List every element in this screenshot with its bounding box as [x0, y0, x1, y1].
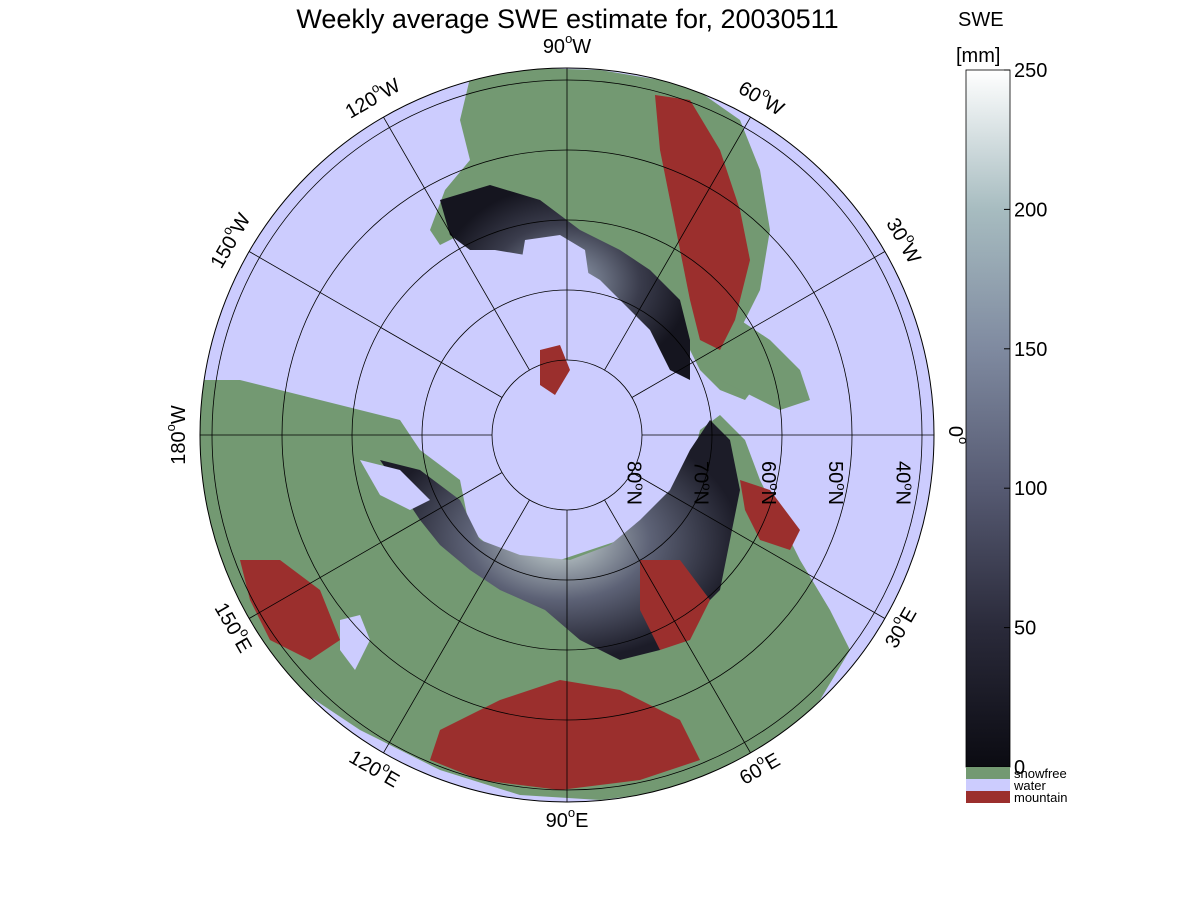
colorbar-ticks: 250 200 150 100 50 0 [1004, 60, 1047, 779]
land-layer [200, 68, 850, 800]
meridian-line [604, 499, 751, 754]
meridian-line [383, 499, 530, 754]
category-swatch [966, 791, 1010, 803]
meridian-line [248, 472, 503, 619]
latitude-label: 50oN [824, 461, 849, 505]
colorbar: SWE [mm] 250 200 150 100 50 0 snowfreewatermo… [956, 9, 1067, 805]
latitude-labels: 80oN 70oN 60oN 50oN 40oN [623, 461, 917, 505]
colorbar-title: SWE [958, 9, 1004, 31]
colorbar-unit: [mm] [956, 45, 1000, 67]
water-baltic [360, 460, 430, 510]
water-hudson-bay [520, 235, 590, 300]
latitude-label: 70oN [690, 461, 715, 505]
mountain-rockies [655, 95, 750, 350]
polar-map [199, 67, 935, 803]
longitude-label: 180oW [163, 405, 190, 465]
colorbar-tick-label: 200 [1014, 199, 1047, 221]
meridian-line [248, 251, 503, 398]
colorbar-tick-label: 150 [1014, 339, 1047, 361]
longitude-label: 0o [944, 426, 971, 444]
category-swatch [966, 767, 1010, 779]
mountain-kamchatka [740, 480, 800, 550]
snow-cover-canada [440, 185, 690, 380]
colorbar-tick-label: 50 [1014, 618, 1036, 640]
latitude-label: 60oN [757, 461, 782, 505]
meridian-line [631, 251, 886, 398]
category-label: water [1013, 778, 1046, 793]
longitude-label: 90oE [546, 805, 589, 832]
mountain-svalbard [540, 345, 570, 395]
latitude-label: 40oN [891, 461, 916, 505]
land-greenland [412, 290, 530, 420]
latitude-label: 80oN [623, 461, 648, 505]
water-caspian [340, 615, 370, 670]
colorbar-gradient [965, 69, 1011, 768]
meridian-line [383, 116, 530, 371]
graticule [200, 68, 934, 802]
colorbar-tick-label: 100 [1014, 478, 1047, 500]
mountain-central-asia [430, 680, 700, 790]
category-label: mountain [1014, 790, 1067, 805]
meridian-line [604, 116, 751, 371]
colorbar-tick-label: 0 [1014, 757, 1025, 779]
map-border [199, 67, 935, 803]
category-swatch [966, 779, 1010, 791]
longitude-label: 90oW [543, 31, 591, 58]
mountain-europe [240, 560, 340, 660]
mountain-east-siberia [640, 560, 710, 650]
meridian-line [631, 472, 886, 619]
category-label: snowfree [1014, 766, 1067, 781]
map-title: Weekly average SWE estimate for, 2003051… [296, 4, 839, 34]
colorbar-tick-label: 250 [1014, 60, 1047, 82]
